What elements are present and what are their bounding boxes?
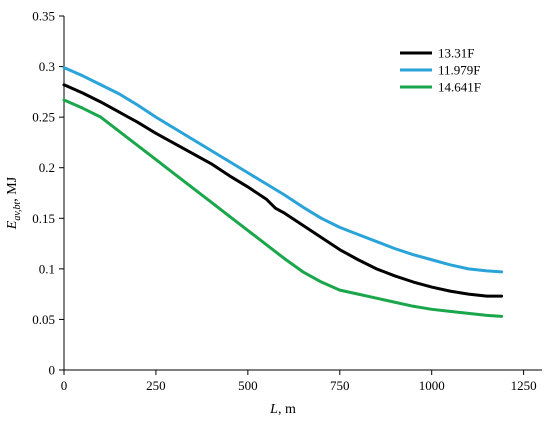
- y-tick-label: 0.05: [32, 312, 55, 327]
- series-line-13.31F: [62, 83, 504, 298]
- series-line-14.641F: [62, 98, 504, 318]
- x-tick-label: 750: [330, 378, 350, 393]
- x-tick-label: 0: [61, 378, 68, 393]
- x-axis-label-unit: , m: [278, 402, 296, 417]
- x-tick-label: 1000: [419, 378, 445, 393]
- axis-labels: L, m Eav,bt, MJ: [5, 176, 296, 417]
- y-tick-label: 0.3: [39, 59, 55, 74]
- y-axis-label: Eav,bt, MJ: [5, 176, 23, 230]
- y-tick-label: 0.2: [39, 160, 55, 175]
- x-tick-label: 500: [238, 378, 258, 393]
- legend-label: 13.31F: [438, 46, 474, 61]
- legend-label: 11.979F: [438, 63, 481, 78]
- y-axis-label-subscript: av,bt: [12, 201, 23, 220]
- legend-label: 14.641F: [438, 80, 481, 95]
- series-line-11.979F: [62, 66, 504, 274]
- y-tick-label: 0: [49, 363, 56, 378]
- y-axis-label-unit: , MJ: [5, 176, 20, 201]
- y-tick-label: 0.15: [32, 211, 55, 226]
- y-axis-label-var: E: [5, 220, 20, 230]
- y-tick-label: 0.25: [32, 110, 55, 125]
- x-tick-label: 1250: [511, 378, 537, 393]
- legend: 13.31F 11.979F 14.641F: [400, 46, 481, 95]
- axes: [63, 16, 542, 371]
- series-group: [62, 66, 504, 318]
- x-axis-label: L, m: [269, 402, 296, 417]
- y-tick-label: 0.1: [39, 261, 55, 276]
- x-axis-label-var: L: [269, 402, 278, 417]
- y-tick-label: 0.35: [32, 9, 55, 24]
- ticks: 0 0.05 0.1 0.15 0.2 0.25 0.3 0.35 0 250 500 750 1000…: [32, 9, 536, 394]
- x-tick-label: 250: [146, 378, 166, 393]
